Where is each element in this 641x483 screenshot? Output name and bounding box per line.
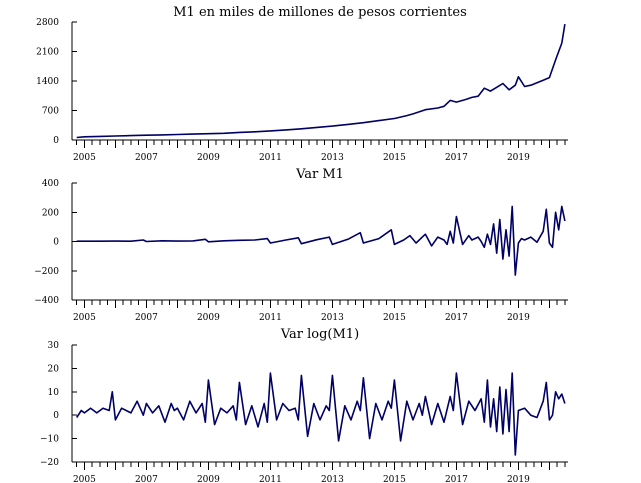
x-tick-label: 2005 xyxy=(73,153,96,163)
y-tick-label: 0 xyxy=(53,136,59,146)
y-tick-label: 2100 xyxy=(36,48,59,58)
y-tick-label: −10 xyxy=(40,435,59,445)
x-tick-label: 2017 xyxy=(445,475,468,483)
x-tick-label: 2013 xyxy=(321,475,344,483)
y-tick-label: 400 xyxy=(42,179,59,189)
y-tick-label: 200 xyxy=(42,208,59,218)
x-tick-label: 2015 xyxy=(383,313,406,323)
y-tick-label: 700 xyxy=(42,107,59,117)
y-tick-label: −20 xyxy=(40,458,59,468)
x-tick-label: 2009 xyxy=(197,475,220,483)
x-tick-label: 2015 xyxy=(383,153,406,163)
y-tick-label: 0 xyxy=(53,238,59,248)
x-tick-label: 2009 xyxy=(197,153,220,163)
y-tick-label: 2800 xyxy=(36,18,59,28)
x-tick-label: 2005 xyxy=(73,313,96,323)
y-tick-label: 1400 xyxy=(36,77,59,87)
x-tick-label: 2007 xyxy=(135,153,158,163)
panel-m1-levels: M1 en miles de millones de pesos corrien… xyxy=(36,5,568,163)
x-tick-label: 2007 xyxy=(135,475,158,483)
x-tick-label: 2011 xyxy=(259,475,282,483)
x-tick-label: 2015 xyxy=(383,475,406,483)
x-tick-label: 2019 xyxy=(507,313,530,323)
series-line xyxy=(76,23,566,139)
y-tick-label: 0 xyxy=(53,411,59,421)
x-tick-label: 2019 xyxy=(507,475,530,483)
y-tick-label: 20 xyxy=(48,364,60,374)
x-tick-label: 2013 xyxy=(321,153,344,163)
x-tick-label: 2017 xyxy=(445,153,468,163)
x-tick-label: 2013 xyxy=(321,313,344,323)
panel-var-log-m1: Var log(M1) −20 −10 0 10 20 30 2005 2007 2009 2011… xyxy=(40,327,568,483)
y-tick-label: −400 xyxy=(34,296,59,306)
chart-title: Var log(M1) xyxy=(280,327,359,342)
chart-title: Var M1 xyxy=(295,167,344,182)
y-tick-label: 30 xyxy=(48,341,60,351)
x-tick-label: 2007 xyxy=(135,313,158,323)
x-tick-label: 2011 xyxy=(259,313,282,323)
y-tick-label: 10 xyxy=(48,388,60,398)
series-line xyxy=(76,372,566,456)
x-tick-label: 2005 xyxy=(73,475,96,483)
x-tick-label: 2019 xyxy=(507,153,530,163)
x-tick-label: 2017 xyxy=(445,313,468,323)
x-tick-label: 2011 xyxy=(259,153,282,163)
x-tick-label: 2009 xyxy=(197,313,220,323)
chart-title: M1 en miles de millones de pesos corrien… xyxy=(173,5,467,20)
y-tick-label: −200 xyxy=(34,267,59,277)
panel-var-m1: Var M1 −400 −200 0 200 400 2005 2007 2009 2011 201… xyxy=(34,167,568,323)
series-line xyxy=(76,205,566,276)
